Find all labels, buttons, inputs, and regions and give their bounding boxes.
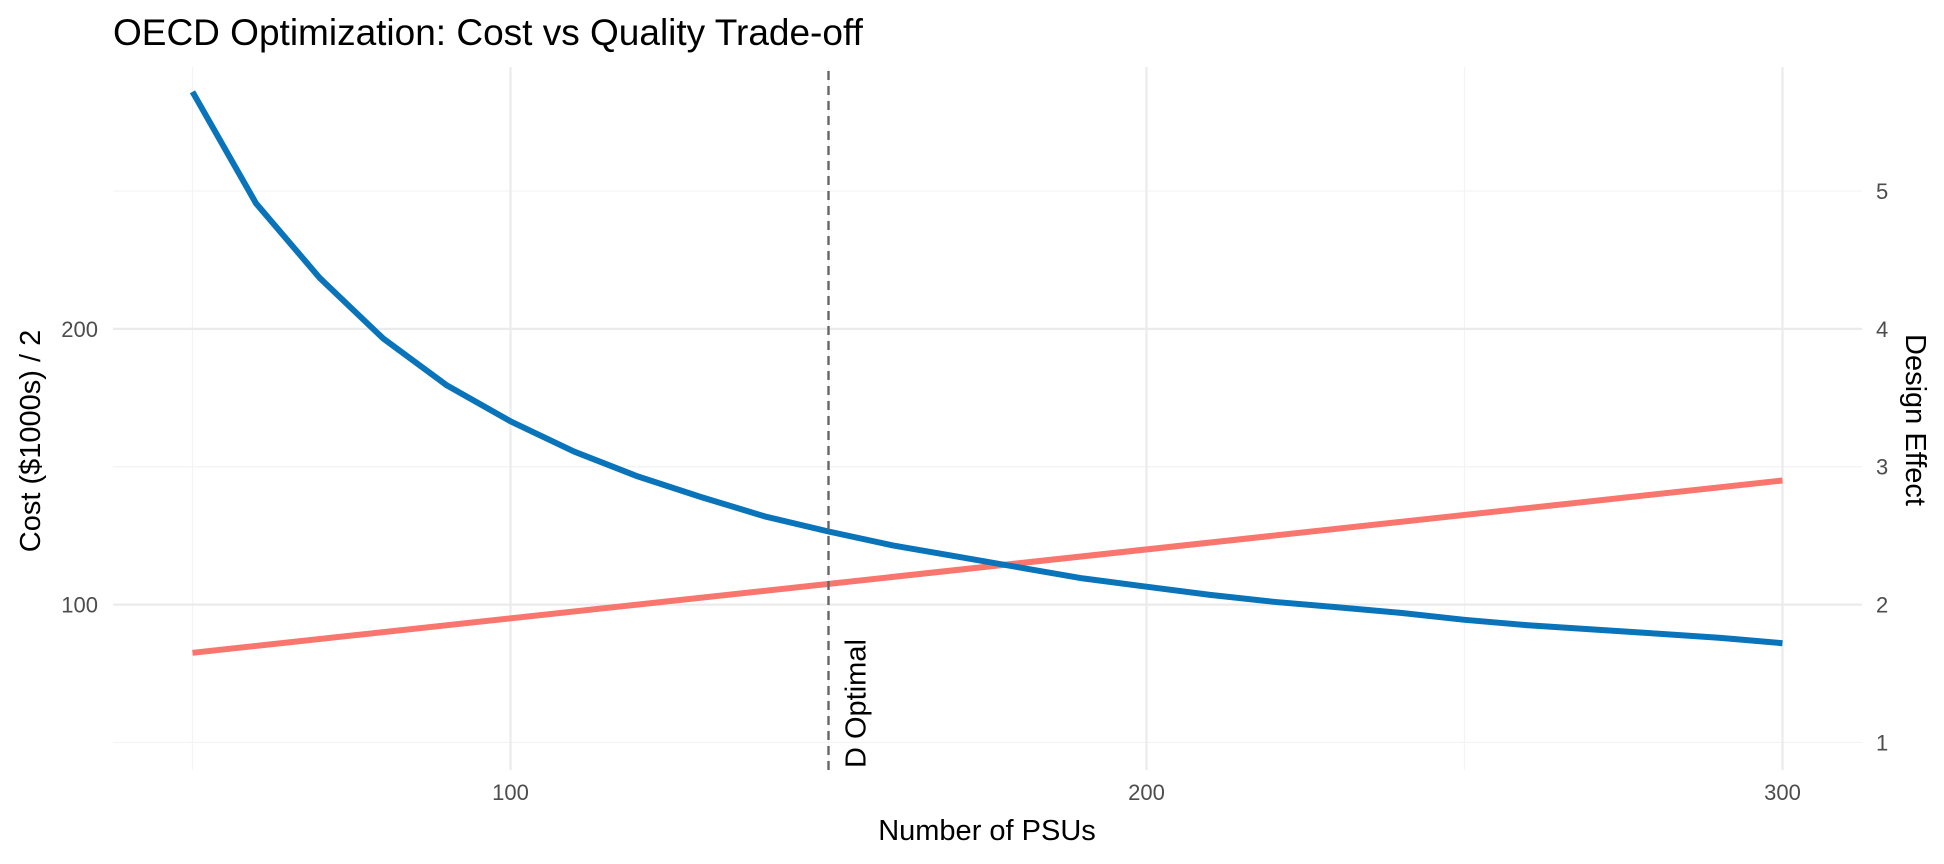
y2-tick-label: 5 <box>1876 179 1888 204</box>
y-tick-label: 200 <box>61 317 98 342</box>
y-axis-label: Cost ($1000s) / 2 <box>15 330 47 552</box>
x-tick-label: 200 <box>1128 780 1165 805</box>
grid <box>113 67 1862 770</box>
x-axis-label: Number of PSUs <box>878 815 1096 847</box>
optimal-vline-label: D Optimal <box>841 639 873 768</box>
y2-axis-label: Design Effect <box>1899 334 1931 506</box>
y2-tick-label: 4 <box>1876 317 1888 342</box>
chart-title: OECD Optimization: Cost vs Quality Trade… <box>113 12 864 53</box>
x-tick-label: 100 <box>492 780 529 805</box>
cost-line <box>192 477 1783 656</box>
x-tick-label: 300 <box>1764 780 1801 805</box>
y2-tick-label: 3 <box>1876 455 1888 480</box>
design-effect-line <box>189 90 1783 647</box>
y2-tick-label: 2 <box>1876 593 1888 618</box>
ticks-layer: 100 200 300 100 200 1 2 3 4 5 <box>61 179 1888 805</box>
y-tick-label: 100 <box>61 593 98 618</box>
series-layer: D Optimal <box>189 71 1783 770</box>
y2-tick-label: 1 <box>1876 730 1888 755</box>
